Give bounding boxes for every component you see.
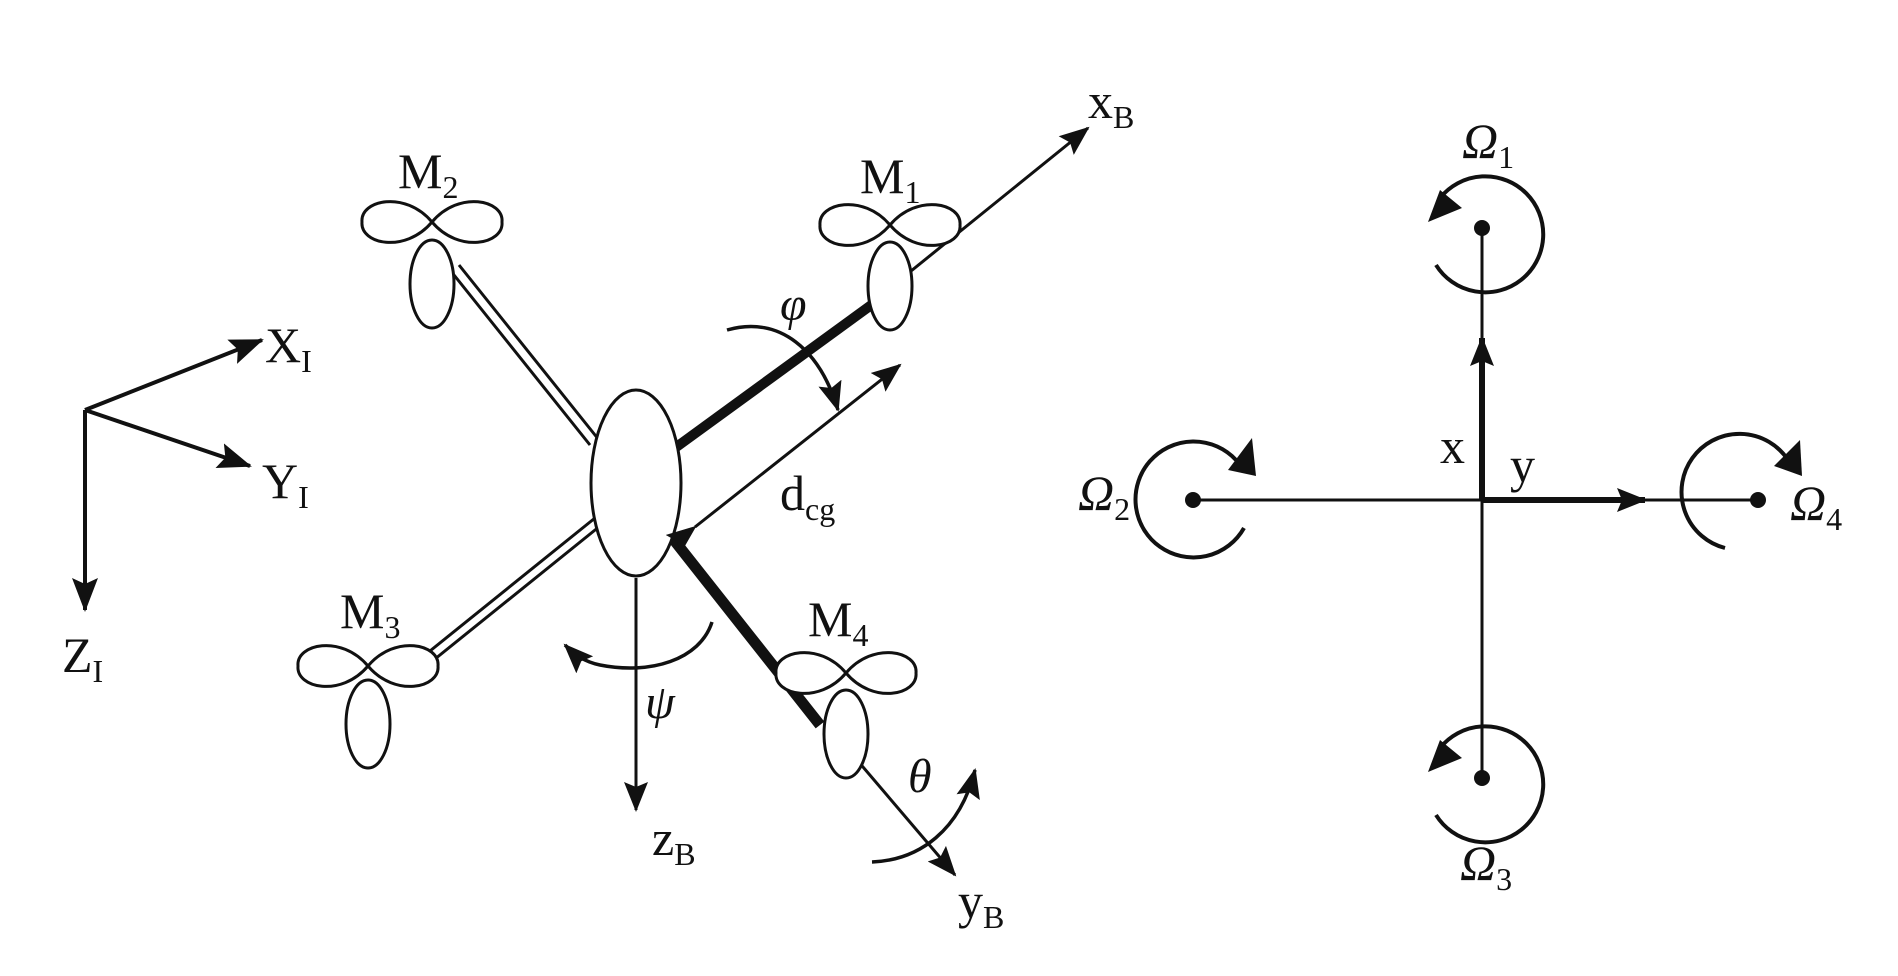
motor-m4 — [774, 651, 918, 780]
motor-m2-label: M2 — [398, 143, 458, 205]
yaw-angle-label: ψ — [645, 676, 676, 729]
yaw-angle-arc — [563, 621, 714, 674]
inertial-y-label: YI — [262, 453, 309, 515]
dcg-arrow — [665, 363, 902, 554]
inertial-x-axis — [84, 338, 264, 412]
inertial-frame: XI YI ZI — [62, 317, 312, 689]
inertial-z-label: ZI — [62, 627, 103, 689]
roll-angle-arc — [726, 324, 842, 412]
inertial-x-label: XI — [265, 317, 312, 379]
motor-m2 — [360, 200, 504, 330]
inertial-y-axis — [84, 408, 252, 469]
pitch-angle-label: θ — [908, 750, 932, 803]
motor-m4-label: M4 — [808, 591, 868, 653]
rotor-1 — [1428, 174, 1546, 295]
body-y-label: yB — [958, 873, 1004, 935]
rotor-2 — [1133, 438, 1256, 560]
top-view-x-label: x — [1440, 418, 1465, 474]
dcg-label: dcg — [780, 465, 835, 527]
rotor-2-label: Ω2 — [1078, 465, 1130, 527]
arm-m3 — [424, 516, 601, 665]
rotor-4 — [1679, 431, 1802, 550]
arm-m2 — [448, 264, 601, 446]
central-body — [589, 388, 683, 578]
motor-m1 — [818, 203, 962, 332]
body-x-label: xB — [1088, 73, 1134, 135]
top-view-y-label: y — [1510, 437, 1535, 493]
body-z-label: zB — [652, 810, 696, 872]
pitch-angle-arc — [871, 768, 980, 864]
top-view: x y Ω1 Ω2 Ω3 Ω4 — [1078, 113, 1842, 897]
quadrotor-3d-view: M2 M1 M3 M4 xB yB zB φ ψ θ dcg — [296, 73, 1134, 935]
body-x-axis — [889, 126, 1090, 290]
rotor-3-label: Ω3 — [1460, 835, 1512, 897]
motor-m3 — [296, 644, 440, 770]
motor-m3-label: M3 — [340, 583, 400, 645]
rotor-4-label: Ω4 — [1790, 475, 1842, 537]
rotor-3 — [1428, 724, 1546, 845]
roll-angle-label: φ — [780, 278, 807, 331]
arm-m4 — [665, 531, 825, 729]
rotor-1-label: Ω1 — [1462, 113, 1514, 175]
motor-m1-label: M1 — [860, 148, 920, 210]
